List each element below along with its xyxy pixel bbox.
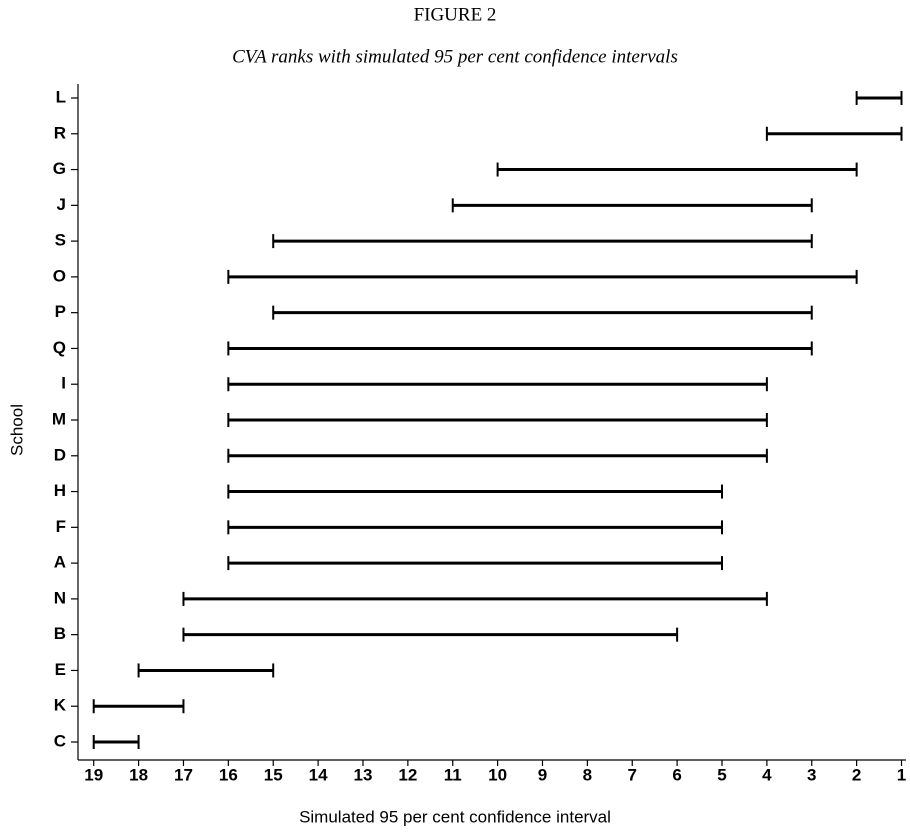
x-tick-label: 4 bbox=[762, 765, 772, 784]
x-tick-label: 12 bbox=[398, 765, 417, 784]
y-tick-label: M bbox=[52, 409, 66, 428]
y-tick-label: B bbox=[54, 624, 66, 643]
y-tick-label: D bbox=[54, 445, 66, 464]
x-axis-label: Simulated 95 per cent confidence interva… bbox=[299, 807, 611, 826]
y-tick-label: L bbox=[56, 87, 66, 106]
y-tick-label: G bbox=[53, 159, 66, 178]
y-tick-label: P bbox=[55, 302, 66, 321]
y-tick-label: F bbox=[56, 517, 66, 536]
x-tick-label: 1 bbox=[897, 765, 906, 784]
x-tick-label: 11 bbox=[444, 765, 462, 784]
chart-title: FIGURE 2 bbox=[414, 4, 497, 25]
x-tick-label: 18 bbox=[129, 765, 148, 784]
x-tick-label: 8 bbox=[583, 765, 592, 784]
x-tick-label: 17 bbox=[174, 765, 193, 784]
y-tick-label: C bbox=[54, 731, 66, 750]
y-tick-label: J bbox=[57, 195, 66, 214]
y-tick-label: N bbox=[54, 588, 66, 607]
y-tick-label: E bbox=[55, 660, 66, 679]
x-tick-label: 3 bbox=[807, 765, 816, 784]
y-tick-label: H bbox=[54, 481, 66, 500]
chart-subtitle: CVA ranks with simulated 95 per cent con… bbox=[232, 46, 678, 67]
x-tick-label: 2 bbox=[852, 765, 861, 784]
y-tick-label: Q bbox=[53, 338, 66, 357]
x-tick-label: 15 bbox=[264, 765, 283, 784]
y-tick-label: O bbox=[53, 266, 66, 285]
y-tick-label: A bbox=[54, 553, 66, 572]
y-tick-label: R bbox=[54, 123, 66, 142]
y-tick-label: K bbox=[54, 696, 67, 715]
x-tick-label: 9 bbox=[538, 765, 547, 784]
x-tick-label: 10 bbox=[488, 765, 507, 784]
x-tick-label: 16 bbox=[219, 765, 238, 784]
y-tick-label: I bbox=[61, 374, 66, 393]
y-axis-label: School bbox=[7, 404, 26, 456]
x-tick-label: 19 bbox=[84, 765, 103, 784]
x-tick-label: 5 bbox=[717, 765, 726, 784]
x-tick-label: 13 bbox=[354, 765, 373, 784]
y-tick-label: S bbox=[55, 231, 66, 250]
x-tick-label: 7 bbox=[628, 765, 637, 784]
x-tick-label: 14 bbox=[309, 765, 328, 784]
x-tick-label: 6 bbox=[672, 765, 681, 784]
